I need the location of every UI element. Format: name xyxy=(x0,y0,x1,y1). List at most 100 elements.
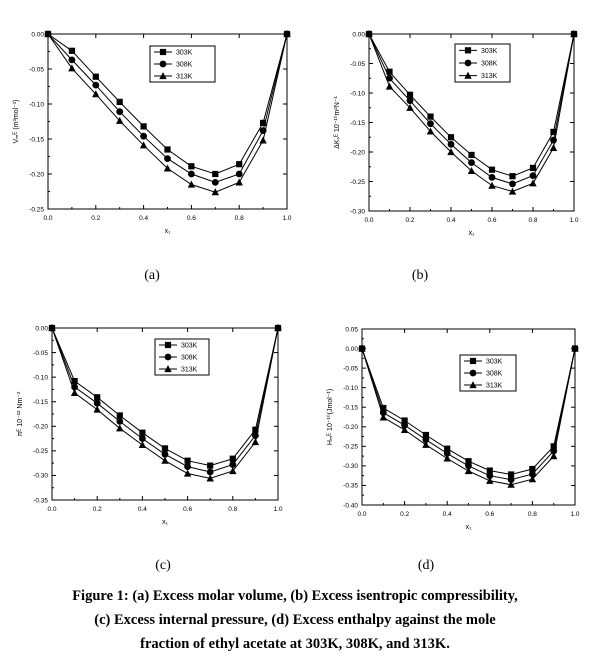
data-point-313K xyxy=(508,187,517,195)
legend-marker-308K xyxy=(464,59,472,67)
panel-label-b: (b) xyxy=(411,268,429,283)
x-tick-label: 0.4 xyxy=(139,215,148,222)
data-point-313K xyxy=(385,82,394,90)
data-point-303K xyxy=(116,98,123,105)
data-point-313K xyxy=(259,136,267,144)
data-point-303K xyxy=(229,455,236,462)
legend-label-313K: 313K xyxy=(486,383,503,390)
data-point-313K xyxy=(488,181,496,189)
data-point-308K xyxy=(447,140,455,148)
y-axis-label: ΔKₛᴱ 10⁻¹⁰m²N⁻¹ xyxy=(333,96,341,149)
data-point-308K xyxy=(427,120,434,128)
data-point-303K xyxy=(71,377,78,385)
data-point-308K xyxy=(386,74,393,82)
data-point-308K xyxy=(509,180,516,188)
data-point-308K xyxy=(235,170,243,178)
data-point-303K xyxy=(207,462,214,469)
data-point-313K xyxy=(400,426,409,434)
data-point-303K xyxy=(529,164,537,172)
y-tick-label: -0.15 xyxy=(29,136,44,143)
y-tick-label: -0.20 xyxy=(350,149,365,156)
chart-panel-b: 0.0 0.2 0.4 0.6 0.8 1.0 0.00 -0.05 -0.10 -0.15 -0.… xyxy=(0,0,590,283)
data-point-303K xyxy=(380,404,387,412)
data-point-303K xyxy=(140,123,147,130)
panel-label-d: (d) xyxy=(417,558,435,573)
y-tick-label: 0.00 xyxy=(31,31,44,38)
x-tick-label: 0.8 xyxy=(528,511,537,518)
chart-d: 0.0 0.2 0.4 0.6 0.8 1.0 0.05 0.00 -0.05 -0.10 -0.1… xyxy=(326,326,580,531)
x-axis-label: x₁ xyxy=(466,524,473,531)
data-point-303K xyxy=(161,445,169,452)
legend-label-308K: 308K xyxy=(181,355,198,362)
data-point-303K xyxy=(444,445,451,452)
data-point-313K xyxy=(161,456,169,464)
y-tick-label: -0.10 xyxy=(343,385,358,392)
data-point-313K xyxy=(422,440,430,448)
data-point-308K xyxy=(116,108,124,116)
y-tick-label: -0.20 xyxy=(343,424,358,431)
legend-label-308K: 308K xyxy=(481,61,498,68)
data-point-313K xyxy=(486,476,494,484)
y-tick-label: -0.25 xyxy=(343,444,358,451)
data-point-308K xyxy=(92,81,100,89)
legend-marker-308K xyxy=(159,60,167,68)
x-tick-label: 0.2 xyxy=(405,217,414,224)
x-tick-label: 0.8 xyxy=(528,217,537,224)
data-point-313K xyxy=(116,424,124,432)
caption-line-3: fraction of ethyl acetate at 303K, 308K,… xyxy=(140,636,450,652)
data-point-313K xyxy=(507,480,515,488)
chart-a: 0.0 0.2 0.4 0.6 0.8 1.0 0.00 -0.05 -0.10 -0.15 -0.… xyxy=(13,30,292,235)
chart-panel-d: 0.0 0.2 0.4 0.6 0.8 1.0 0.05 0.00 -0.05 -0.10 -0.1… xyxy=(326,326,580,573)
x-axis-label: x₁ xyxy=(162,519,169,526)
y-tick-label: -0.05 xyxy=(29,66,44,73)
y-tick-label: 0.00 xyxy=(345,346,358,353)
data-point-308K xyxy=(164,155,171,163)
data-point-313K xyxy=(235,178,243,186)
x-tick-label: 0.0 xyxy=(43,215,52,222)
data-point-313K xyxy=(92,90,100,98)
y-tick-label: -0.35 xyxy=(343,483,358,490)
x-tick-label: 1.0 xyxy=(570,511,579,518)
data-point-308K xyxy=(188,170,195,178)
data-point-303K xyxy=(184,457,191,464)
x-tick-label: 0.6 xyxy=(183,506,192,513)
data-point-303K xyxy=(465,458,472,465)
y-tick-label: 0.05 xyxy=(345,326,358,333)
data-point-303K xyxy=(252,426,259,433)
x-tick-label: 0.0 xyxy=(357,511,366,518)
legend-label-303K: 303K xyxy=(481,48,498,55)
x-tick-label: 0.2 xyxy=(93,506,102,513)
data-point-308K xyxy=(211,179,219,186)
y-tick-label: -0.20 xyxy=(29,171,44,178)
data-point-303K xyxy=(509,173,516,180)
x-tick-label: 0.4 xyxy=(446,217,455,224)
data-point-313K xyxy=(426,127,435,135)
y-tick-label: 0.00 xyxy=(352,31,365,38)
chart-panel-c: 0.0 0.2 0.4 0.6 0.8 1.0 0.00 -0.05 -0.10 -0.15 -0.… xyxy=(0,0,295,573)
data-point-303K xyxy=(164,146,171,153)
x-axis-label: x₁ xyxy=(469,230,476,237)
data-point-303K xyxy=(508,471,515,478)
chart-c: 0.0 0.2 0.4 0.6 0.8 1.0 0.00 -0.05 -0.10 -0.15 -0.… xyxy=(17,324,283,526)
data-point-313K xyxy=(139,141,148,149)
legend-label-313K: 313K xyxy=(481,73,498,80)
y-tick-label: -0.20 xyxy=(33,424,48,431)
data-point-303K xyxy=(188,163,195,170)
data-point-308K xyxy=(184,463,192,470)
data-point-303K xyxy=(447,134,455,141)
x-tick-label: 0.0 xyxy=(47,506,56,513)
panel-label-a: (a) xyxy=(144,268,160,283)
legend-label-308K: 308K xyxy=(176,62,193,69)
x-tick-label: 1.0 xyxy=(273,506,282,513)
data-point-313K xyxy=(44,30,52,38)
data-point-308K xyxy=(529,470,536,478)
y-tick-label: -0.10 xyxy=(350,90,365,97)
data-point-308K xyxy=(507,476,515,483)
data-point-303K xyxy=(529,465,536,473)
data-point-303K xyxy=(386,68,393,75)
data-point-308K xyxy=(488,173,496,181)
y-tick-label: -0.30 xyxy=(350,208,365,215)
legend-marker-308K xyxy=(469,369,477,377)
data-point-303K xyxy=(550,443,557,450)
data-point-308K xyxy=(206,468,214,476)
